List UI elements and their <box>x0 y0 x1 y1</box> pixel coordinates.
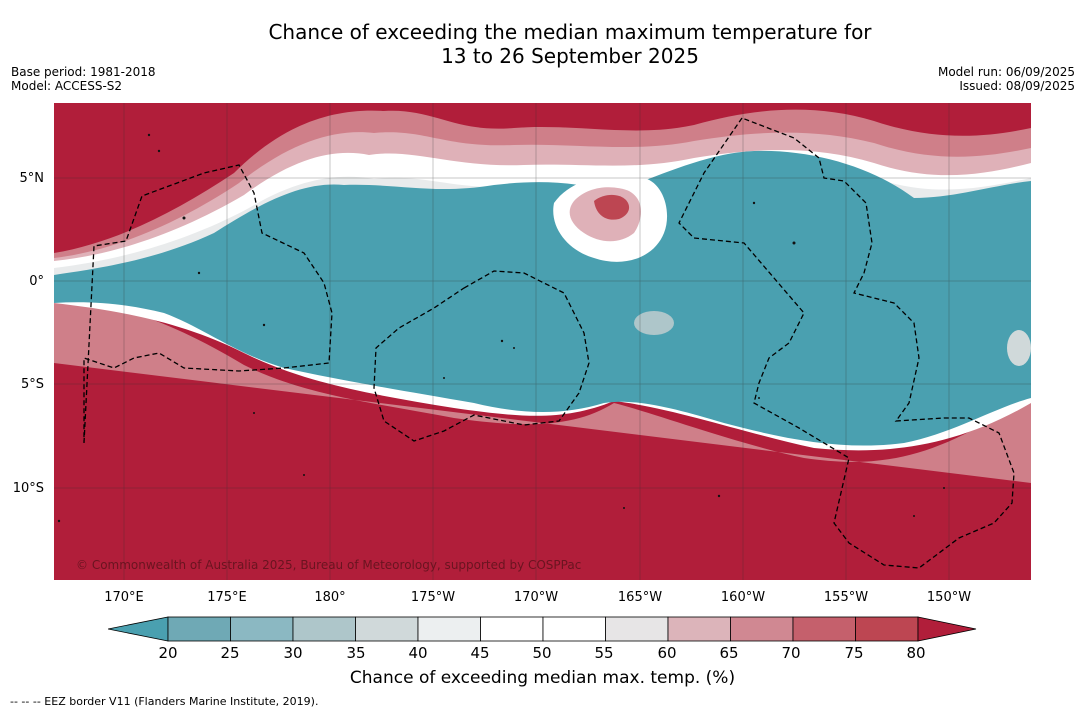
lon-label-170w: 170°W <box>513 590 559 605</box>
colorbar-cell <box>417 616 481 642</box>
colorbar-tick: 25 <box>220 644 240 662</box>
lat-label-10s: 10°S <box>12 481 44 496</box>
colorbar-tick: 75 <box>844 644 864 662</box>
run-info: Model run: 06/09/2025 Issued: 08/09/2025 <box>938 65 1075 93</box>
colorbar-cell <box>792 616 856 642</box>
colorbar-tick: 45 <box>470 644 490 662</box>
eez-borders <box>83 117 1015 569</box>
low-probability-area <box>54 150 1031 446</box>
colorbar-tick: 55 <box>594 644 614 662</box>
lon-label-180: 180° <box>314 590 346 605</box>
small-light-patch <box>634 311 674 335</box>
lon-label-175e: 175°E <box>207 590 247 605</box>
lon-label-155w: 155°W <box>823 590 869 605</box>
map-title: Chance of exceeding the median maximum t… <box>0 20 1085 68</box>
colorbar-cell <box>355 616 419 642</box>
colorbar-cell <box>667 616 731 642</box>
colorbar-cell <box>605 616 669 642</box>
colorbar-cell <box>730 616 794 642</box>
title-line-1: Chance of exceeding the median maximum t… <box>268 20 872 44</box>
issued-date-text: Issued: 08/09/2025 <box>959 79 1075 93</box>
lat-label-0: 0° <box>29 274 44 289</box>
colorbar-tick: 20 <box>158 644 178 662</box>
model-run-text: Model run: 06/09/2025 <box>937 65 1075 79</box>
colorbar-cell <box>855 616 919 642</box>
colorbar-cell <box>230 616 294 642</box>
lon-label-165w: 165°W <box>617 590 663 605</box>
colorbar-tick: 40 <box>408 644 428 662</box>
colorbar-tick: 80 <box>906 644 926 662</box>
colorbar-tick: 35 <box>346 644 366 662</box>
title-line-2: 13 to 26 September 2025 <box>441 44 699 68</box>
south-pink-zone <box>54 298 1031 483</box>
colorbar-tick: 30 <box>283 644 303 662</box>
colorbar-tick: 60 <box>657 644 677 662</box>
lon-label-175w: 175°W <box>410 590 456 605</box>
lat-label-5s: 5°S <box>20 377 44 392</box>
colorbar <box>108 616 977 642</box>
colorbar-extend-high <box>917 616 977 642</box>
eez-border-kiribati-gilbert <box>83 164 333 444</box>
colorbar-tick: 50 <box>532 644 552 662</box>
colorbar-tick: 65 <box>719 644 739 662</box>
eez-footnote: -- -- -- EEZ border V11 (Flanders Marine… <box>10 695 319 708</box>
colorbar-cell <box>542 616 606 642</box>
copyright-notice: © Commonwealth of Australia 2025, Bureau… <box>76 558 582 572</box>
eez-border-line-islands <box>678 117 1015 569</box>
model-info: Base period: 1981-2018 Model: ACCESS-S2 <box>11 65 156 93</box>
lon-label-150w: 150°W <box>926 590 972 605</box>
model-name-text: Model: ACCESS-S2 <box>11 79 123 93</box>
island-markers <box>57 133 945 523</box>
base-period-text: Base period: 1981-2018 <box>11 65 156 79</box>
lon-label-160w: 160°W <box>720 590 766 605</box>
colorbar-cell <box>292 616 356 642</box>
colorbar-label: Chance of exceeding median max. temp. (%… <box>349 668 736 688</box>
colorbar-cell <box>167 616 231 642</box>
east-edge-light-patch <box>1007 330 1031 366</box>
forecast-map: © Commonwealth of Australia 2025, Bureau… <box>54 103 1031 580</box>
colorbar-cell <box>480 616 544 642</box>
colorbar-extend-low <box>108 616 169 642</box>
lon-label-170e: 170°E <box>104 590 144 605</box>
lat-label-5n: 5°N <box>19 171 45 186</box>
probability-contours <box>54 103 1031 580</box>
colorbar-tick: 70 <box>781 644 801 662</box>
warm-patch-core <box>594 194 630 220</box>
